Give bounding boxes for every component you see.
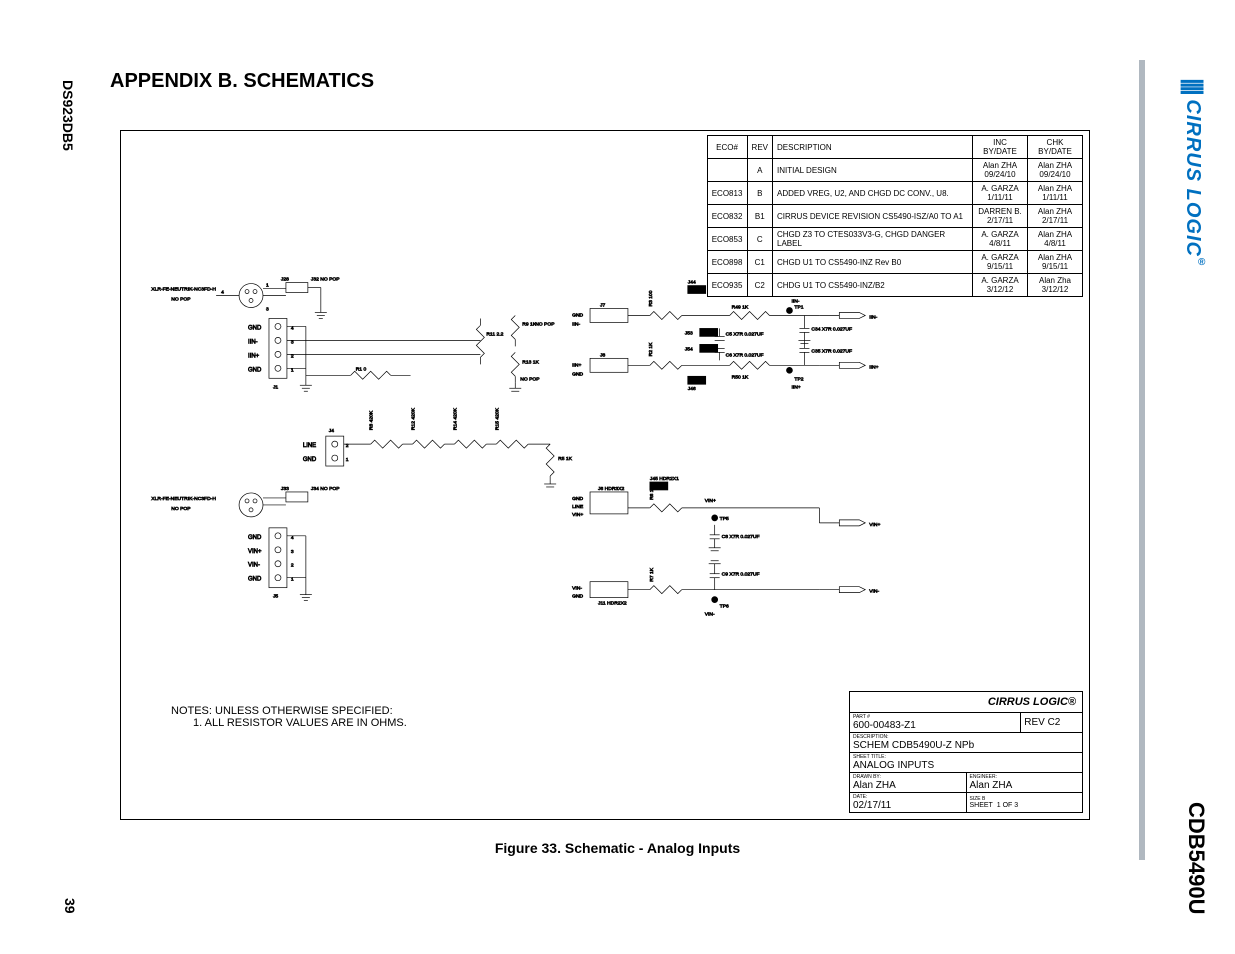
svg-text:VIN-: VIN-	[705, 612, 715, 618]
svg-text:J6 HDR3X2: J6 HDR3X2	[598, 486, 624, 492]
svg-text:VIN+: VIN+	[869, 522, 880, 528]
svg-text:TP2: TP2	[794, 376, 803, 382]
svg-text:R1 0: R1 0	[356, 366, 367, 372]
svg-text:J44: J44	[688, 280, 696, 286]
svg-text:GND: GND	[572, 312, 583, 318]
svg-text:XLR-FE-NEUTRIK-NC3FD-H: XLR-FE-NEUTRIK-NC3FD-H	[151, 496, 216, 502]
svg-text:J53: J53	[685, 330, 693, 336]
svg-text:VIN+: VIN+	[705, 498, 716, 504]
svg-text:GND: GND	[248, 535, 262, 541]
svg-text:GND: GND	[572, 496, 583, 502]
svg-text:IIN-: IIN-	[869, 314, 877, 320]
svg-text:J45 HDR2X1: J45 HDR2X1	[650, 476, 679, 482]
svg-text:J46: J46	[688, 386, 696, 392]
appendix-heading: APPENDIX B. SCHEMATICS	[110, 70, 374, 93]
svg-text:C34 X7R 0.027UF: C34 X7R 0.027UF	[811, 326, 852, 332]
svg-text:R2 1K: R2 1K	[648, 342, 654, 356]
svg-text:C5 X7R 0.027UF: C5 X7R 0.027UF	[726, 331, 764, 337]
page-number: 39	[62, 898, 78, 914]
page: DS923DB5 39 |||| CIRRUS LOGIC® CDB5490U …	[0, 0, 1235, 954]
svg-text:VIN-: VIN-	[869, 589, 879, 595]
svg-text:J5: J5	[273, 594, 278, 600]
svg-text:R15 420K: R15 420K	[494, 407, 500, 430]
svg-text:J7: J7	[600, 302, 605, 308]
svg-text:R5 1K: R5 1K	[558, 456, 572, 462]
svg-text:C35 X7R 0.027UF: C35 X7R 0.027UF	[811, 348, 852, 354]
svg-text:R50 1K: R50 1K	[732, 374, 749, 380]
svg-text:GND: GND	[572, 371, 583, 377]
svg-text:1: 1	[346, 457, 349, 463]
svg-text:J54: J54	[685, 346, 693, 352]
doc-id-left: DS923DB5	[60, 80, 76, 151]
svg-text:GND: GND	[248, 367, 262, 373]
svg-text:J32 NO POP: J32 NO POP	[311, 277, 340, 283]
svg-text:IIN+: IIN+	[572, 362, 581, 368]
svg-text:TP5: TP5	[720, 516, 729, 522]
schematic-svg: XLR-FE-NEUTRIK-NC3FD-H NO POP 1 3 4 J28 …	[121, 131, 1089, 819]
svg-text:J33: J33	[281, 486, 289, 492]
brand-logo-right: |||| CIRRUS LOGIC®	[1179, 78, 1207, 269]
svg-text:VIN-: VIN-	[248, 563, 260, 569]
svg-text:3: 3	[266, 306, 269, 312]
svg-text:R3 100: R3 100	[648, 290, 654, 306]
svg-text:R11 2.2: R11 2.2	[486, 331, 503, 337]
svg-text:IIN+: IIN+	[248, 353, 260, 359]
svg-text:R7 1K: R7 1K	[649, 567, 655, 581]
svg-text:IIN+: IIN+	[791, 384, 800, 390]
svg-text:NO POP: NO POP	[535, 321, 555, 327]
svg-text:TP1: TP1	[794, 304, 803, 310]
svg-text:GND: GND	[303, 457, 317, 463]
svg-text:J34 NO POP: J34 NO POP	[311, 486, 340, 492]
svg-text:LINE: LINE	[303, 443, 316, 449]
svg-text:1: 1	[266, 283, 269, 289]
svg-text:VIN+: VIN+	[248, 549, 262, 555]
svg-text:R49 1K: R49 1K	[732, 304, 749, 310]
svg-text:J8: J8	[600, 352, 605, 358]
product-id-right: CDB5490U	[1183, 802, 1209, 915]
svg-text:VIN+: VIN+	[572, 512, 583, 518]
svg-text:J11 HDR2X2: J11 HDR2X2	[598, 601, 627, 607]
svg-text:LINE: LINE	[572, 504, 584, 510]
svg-text:R13 1K: R13 1K	[522, 359, 539, 365]
svg-text:C9 X7R 0.027UF: C9 X7R 0.027UF	[722, 572, 760, 578]
svg-text:R14 420K: R14 420K	[452, 407, 458, 430]
svg-text:J4: J4	[329, 428, 334, 434]
svg-text:GND: GND	[248, 577, 262, 583]
right-divider-bar	[1139, 60, 1145, 860]
svg-text:C8 X7R 0.027UF: C8 X7R 0.027UF	[722, 534, 760, 540]
svg-text:3: 3	[291, 549, 294, 555]
svg-text:NO POP: NO POP	[520, 376, 540, 382]
svg-text:IIN-: IIN-	[791, 299, 799, 305]
svg-text:GND: GND	[248, 325, 262, 331]
svg-text:4: 4	[221, 290, 224, 296]
svg-text:C6 X7R 0.027UF: C6 X7R 0.027UF	[726, 352, 764, 358]
svg-text:R8 420K: R8 420K	[369, 410, 375, 430]
brand-text: CIRRUS LOGIC	[1182, 99, 1204, 257]
svg-text:IIN-: IIN-	[248, 339, 258, 345]
brand-reg: ®	[1196, 257, 1207, 269]
svg-text:2: 2	[291, 563, 294, 569]
svg-text:J28: J28	[281, 277, 289, 283]
svg-text:J1: J1	[273, 384, 278, 390]
svg-text:GND: GND	[572, 594, 583, 600]
svg-text:TP6: TP6	[720, 604, 729, 610]
svg-text:IIN-: IIN-	[572, 321, 580, 327]
svg-text:NO POP: NO POP	[171, 297, 191, 303]
svg-text:IIN+: IIN+	[869, 364, 878, 370]
figure-caption: Figure 33. Schematic - Analog Inputs	[0, 840, 1235, 856]
svg-text:R6 1K: R6 1K	[649, 485, 655, 499]
brand-bars-icon: ||||	[1180, 78, 1207, 93]
svg-text:R12 420K: R12 420K	[411, 407, 417, 430]
svg-text:XLR-FE-NEUTRIK-NC3FD-H: XLR-FE-NEUTRIK-NC3FD-H	[151, 287, 216, 293]
schematic-frame: ECO# REV DESCRIPTION INC BY/DATE CHK BY/…	[120, 130, 1090, 820]
svg-text:VIN-: VIN-	[572, 586, 582, 592]
svg-text:NO POP: NO POP	[171, 506, 191, 512]
